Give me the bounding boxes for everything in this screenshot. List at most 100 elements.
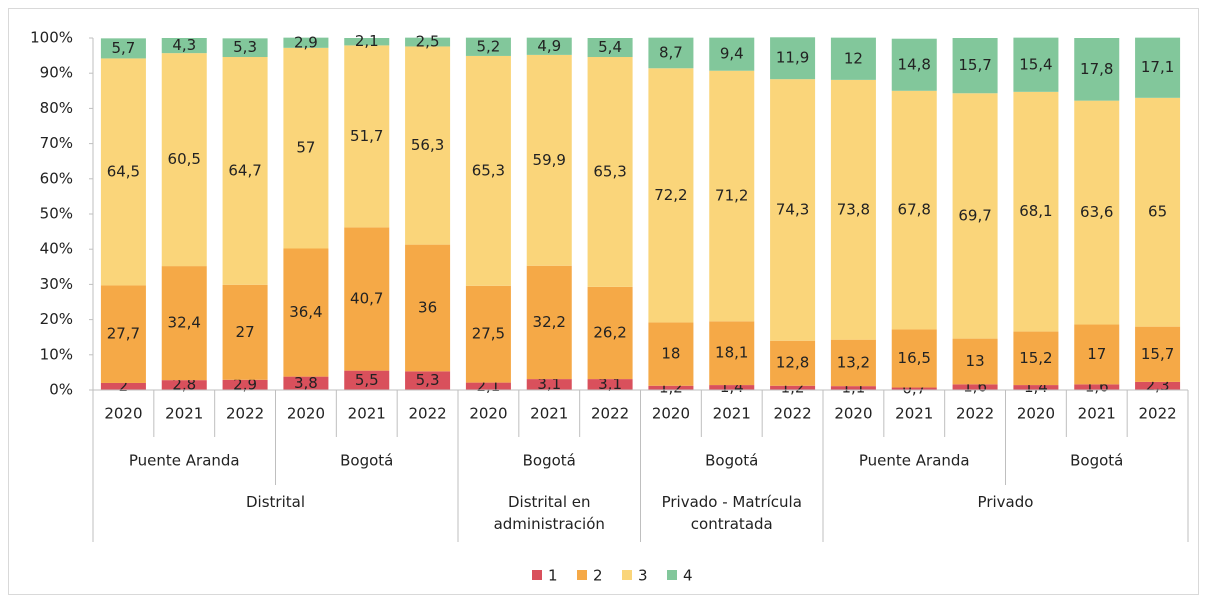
data-label: 64,7 (228, 161, 261, 179)
bar-segment (465, 37, 511, 56)
bar-segment (405, 46, 451, 245)
data-label: 5,2 (476, 37, 500, 55)
y-tick-label: 10% (40, 345, 73, 363)
x-tick-label: 2022 (408, 405, 446, 423)
data-label: 13,2 (837, 353, 870, 371)
x-tick-label: 2022 (591, 405, 629, 423)
data-label: 8,7 (659, 43, 683, 61)
data-label: 36,4 (289, 303, 322, 321)
data-label: 71,2 (715, 187, 748, 205)
data-label: 9,4 (720, 45, 744, 63)
legend-label: 3 (638, 567, 648, 585)
data-label: 40,7 (350, 290, 383, 308)
bar-segment (770, 340, 816, 386)
legend-label: 1 (548, 567, 558, 585)
legend-swatch (622, 570, 632, 580)
bar-segment (1013, 37, 1059, 92)
bar-segment (222, 284, 268, 380)
data-label: 27,5 (472, 325, 505, 343)
bar-segment (283, 248, 329, 377)
bar-segment (1074, 38, 1120, 101)
bar-segment (709, 37, 755, 71)
bar-segment (1013, 91, 1059, 332)
data-label: 5,3 (233, 38, 257, 56)
bar-segment (526, 54, 572, 266)
data-label: 2,5 (416, 33, 440, 51)
bar-segment (830, 79, 876, 340)
bar-segment (283, 37, 329, 48)
y-tick-label: 50% (40, 205, 73, 223)
x-tick-label: 2022 (1138, 405, 1176, 423)
group-label: Bogotá (705, 452, 758, 470)
y-tick-label: 80% (40, 99, 73, 117)
data-label: 63,6 (1080, 203, 1113, 221)
bar-segment (1135, 381, 1181, 390)
data-label: 18,1 (715, 344, 748, 362)
data-label: 67,8 (898, 201, 931, 219)
data-label: 64,5 (107, 162, 140, 180)
x-tick-label: 2021 (348, 405, 386, 423)
x-tick-label: 2020 (1017, 405, 1055, 423)
data-label: 57 (296, 139, 315, 157)
data-label: 27,7 (107, 325, 140, 343)
bar-segment (222, 57, 268, 285)
bar-segment (952, 93, 998, 339)
legend-swatch (667, 570, 677, 580)
bar-segment (1013, 385, 1059, 390)
bar-segment (465, 55, 511, 286)
data-label: 5,4 (598, 38, 622, 56)
group-label: Bogotá (340, 452, 393, 470)
bar-segment (1074, 324, 1120, 385)
bar-segment (709, 385, 755, 390)
data-label: 4,9 (537, 37, 561, 55)
bar-segment (830, 37, 876, 80)
x-tick-label: 2022 (226, 405, 264, 423)
bar-segment (891, 329, 937, 388)
bar-segment (770, 79, 816, 341)
data-label: 18 (661, 345, 680, 363)
bar-segment (587, 38, 633, 58)
x-tick-label: 2020 (287, 405, 325, 423)
data-label: 4,3 (172, 36, 196, 54)
x-tick-label: 2020 (469, 405, 507, 423)
legend-swatch (577, 570, 587, 580)
bar-segment (1135, 37, 1181, 98)
group-label: Bogotá (523, 452, 576, 470)
bar-segment (283, 376, 329, 390)
bar-segment (952, 38, 998, 94)
data-label: 2,9 (294, 33, 318, 51)
bar-segment (526, 37, 572, 55)
y-tick-label: 0% (49, 381, 73, 399)
data-label: 15,7 (958, 56, 991, 74)
data-label: 13 (966, 352, 985, 370)
bar-segment (465, 382, 511, 390)
bar-segment (405, 371, 451, 390)
bar-segment (100, 38, 146, 59)
data-label: 5,3 (416, 371, 440, 389)
x-tick-label: 2021 (530, 405, 568, 423)
bar-segment (587, 286, 633, 380)
bar-segment (161, 38, 207, 54)
group-label: Privado - Matrícula contratada (661, 493, 802, 533)
group-label: Distrital (246, 493, 305, 511)
data-label: 72,2 (654, 186, 687, 204)
bar-segment (648, 68, 694, 323)
data-label: 15,7 (1141, 345, 1174, 363)
bar-segment (830, 339, 876, 387)
data-label: 14,8 (898, 55, 931, 73)
x-tick-label: 2020 (652, 405, 690, 423)
x-tick-label: 2022 (773, 405, 811, 423)
bar-segment (1013, 331, 1059, 386)
bar-segment (648, 37, 694, 69)
data-label: 68,1 (1019, 202, 1052, 220)
bar-segment (1074, 384, 1120, 390)
bar-segment (526, 265, 572, 380)
data-label: 2 (119, 377, 129, 395)
bar-segment (222, 379, 268, 390)
y-tick-label: 70% (40, 134, 73, 152)
group-label: Privado (977, 493, 1034, 511)
bar-segment (587, 57, 633, 287)
data-label: 5,5 (355, 371, 379, 389)
bar-segment (952, 384, 998, 390)
data-label: 27 (236, 323, 255, 341)
